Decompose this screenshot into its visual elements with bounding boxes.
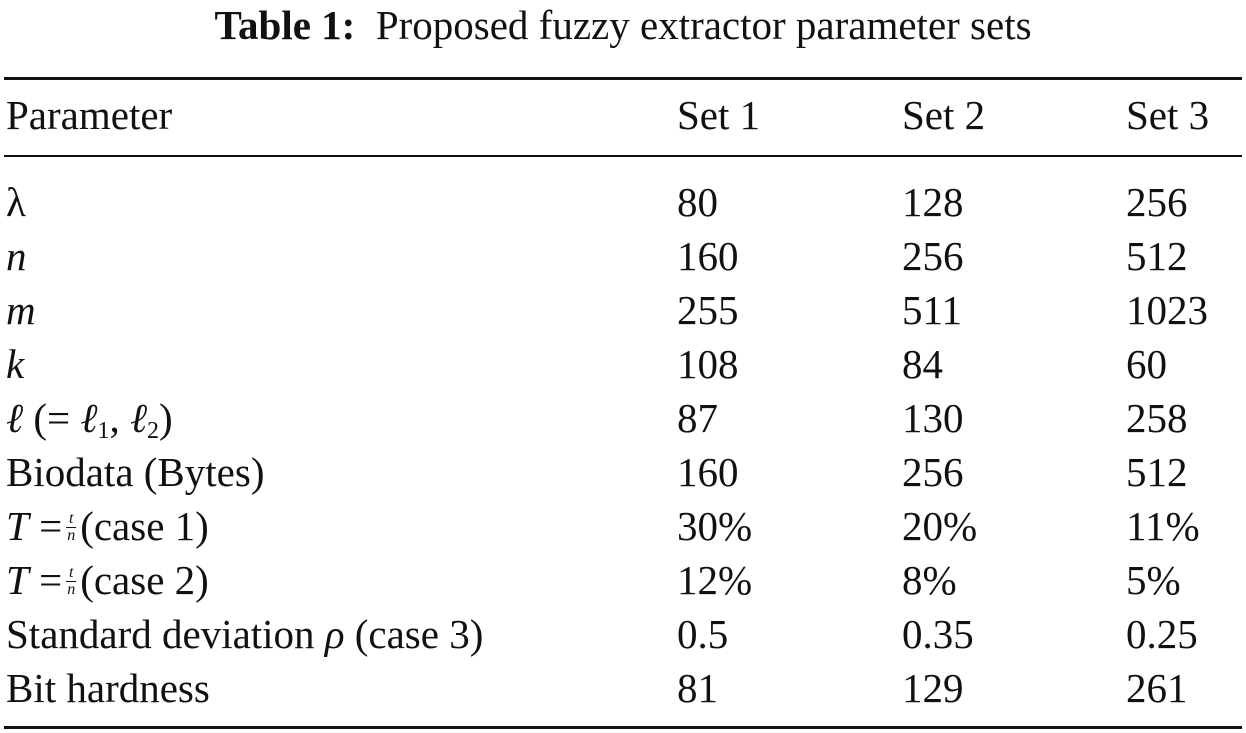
table-caption-label: Table 1:: [214, 2, 356, 48]
set-1-value: 255: [677, 287, 739, 333]
table-row: ℓ (= ℓ1, ℓ2) 87 130 258: [0, 391, 1246, 445]
parameter-symbol: λ: [6, 179, 26, 225]
set-3-value: 258: [1126, 395, 1188, 441]
set-3-value: 1023: [1126, 287, 1208, 333]
parameter-symbol: T: [6, 503, 29, 549]
table-row: Biodata (Bytes) 160 256 512: [0, 445, 1246, 499]
column-header-parameter: Parameter: [6, 92, 173, 138]
parameter-cell: n: [6, 229, 27, 283]
set-2-value: 20%: [902, 503, 978, 549]
table-row: n 160 256 512: [0, 229, 1246, 283]
header-rule: [4, 155, 1242, 157]
parameter-open: (=: [23, 395, 81, 441]
parameter-prefix: Standard deviation: [6, 611, 325, 657]
table-caption-text: Proposed fuzzy extractor parameter sets: [375, 2, 1032, 48]
set-3-value: 11%: [1126, 503, 1200, 549]
parameter-symbol-2: ℓ: [129, 395, 148, 441]
set-2-value: 0.35: [902, 611, 974, 657]
set-1-value: 160: [677, 449, 739, 495]
table-row: T = t n (case 1) 30% 20% 11%: [0, 499, 1246, 553]
parameter-symbol: ℓ: [6, 395, 24, 441]
parameter-case: (case 1): [80, 503, 209, 549]
set-2-value: 8%: [902, 557, 957, 603]
table-header-row: Parameter Set 1 Set 2 Set 3: [0, 88, 1246, 142]
set-1-value: 108: [677, 341, 739, 387]
parameter-close: ): [159, 395, 173, 441]
set-1-value: 80: [677, 179, 718, 225]
set-2-value: 129: [902, 665, 964, 711]
set-3-value: 512: [1126, 233, 1188, 279]
set-3-value: 5%: [1126, 557, 1181, 603]
top-rule: [4, 77, 1242, 80]
parameter-cell: Biodata (Bytes): [6, 449, 265, 495]
parameter-separator: ,: [109, 395, 130, 441]
parameter-cell: T = t n (case 2): [6, 553, 209, 607]
parameter-cell: T = t n (case 1): [6, 499, 209, 553]
table-row: Standard deviation ρ (case 3) 0.5 0.35 0…: [0, 607, 1246, 661]
set-3-value: 512: [1126, 449, 1188, 495]
table-caption: Table 1: Proposed fuzzy extractor parame…: [0, 0, 1246, 50]
parameter-case: (case 2): [80, 557, 209, 603]
set-2-value: 84: [902, 341, 943, 387]
set-3-value: 256: [1126, 179, 1188, 225]
set-2-value: 511: [902, 287, 962, 333]
parameter-cell: Standard deviation ρ (case 3): [6, 607, 483, 661]
column-header-set-3: Set 3: [1126, 92, 1210, 138]
fraction-denominator: n: [66, 527, 77, 545]
set-3-value: 0.25: [1126, 611, 1198, 657]
parameter-cell: ℓ (= ℓ1, ℓ2): [6, 391, 173, 445]
parameter-subscript-1: 1: [97, 418, 110, 444]
parameter-equals: =: [28, 557, 63, 603]
set-2-value: 128: [902, 179, 964, 225]
column-header-set-1: Set 1: [677, 92, 761, 138]
set-3-value: 60: [1126, 341, 1167, 387]
set-3-value: 261: [1126, 665, 1188, 711]
set-1-value: 81: [677, 665, 718, 711]
parameter-symbol-1: ℓ: [80, 395, 98, 441]
parameter-cell: λ: [6, 175, 26, 229]
parameter-subscript-2: 2: [147, 418, 160, 444]
set-1-value: 0.5: [677, 611, 729, 657]
set-2-value: 256: [902, 449, 964, 495]
table-row: m 255 511 1023: [0, 283, 1246, 337]
set-1-value: 12%: [677, 557, 753, 603]
fraction-numerator: t: [68, 510, 74, 528]
table-row: λ 80 128 256: [0, 175, 1246, 229]
fraction-denominator: n: [66, 581, 77, 599]
set-2-value: 130: [902, 395, 964, 441]
table-row: Bit hardness 81 129 261: [0, 661, 1246, 715]
table-row: T = t n (case 2) 12% 8% 5%: [0, 553, 1246, 607]
parameter-cell: Bit hardness: [6, 665, 210, 711]
parameter-suffix: (case 3): [344, 611, 484, 657]
parameter-symbol: ρ: [324, 611, 345, 657]
parameter-cell: m: [6, 283, 36, 337]
bottom-rule: [4, 726, 1242, 729]
set-2-value: 256: [902, 233, 964, 279]
set-1-value: 160: [677, 233, 739, 279]
parameter-cell: k: [6, 337, 24, 391]
parameter-symbol: n: [6, 233, 27, 279]
parameter-equals: =: [28, 503, 63, 549]
table-row: k 108 84 60: [0, 337, 1246, 391]
set-1-value: 30%: [677, 503, 753, 549]
parameter-symbol: T: [6, 557, 29, 603]
column-header-set-2: Set 2: [902, 92, 986, 138]
set-1-value: 87: [677, 395, 718, 441]
parameter-symbol: m: [6, 287, 36, 333]
fraction-numerator: t: [68, 564, 74, 582]
parameter-symbol: k: [6, 341, 25, 387]
